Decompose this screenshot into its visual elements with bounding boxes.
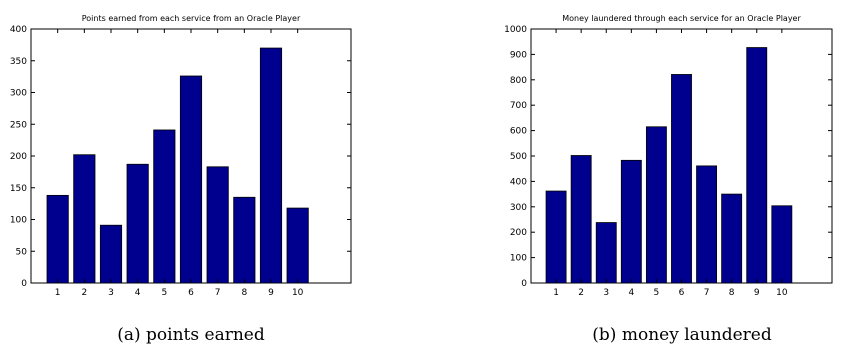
x-tick-label: 10 xyxy=(776,288,788,298)
chart-1: 0 50 100 150 200 250 300 350 400 1 2 3 4 5 6 7 8 9 10 Point… xyxy=(10,14,352,345)
bar-7 xyxy=(206,166,229,284)
y-tick-label: 500 xyxy=(510,152,527,162)
x-tick-label: 3 xyxy=(108,288,114,298)
y-tick-label: 0 xyxy=(521,279,527,289)
bar-8 xyxy=(721,193,743,284)
y-tick-label: 700 xyxy=(510,101,527,111)
x-tick-label: 4 xyxy=(628,288,634,298)
x-tick-label: 3 xyxy=(603,288,609,298)
x-tick-label: 9 xyxy=(268,288,274,298)
y-tick-label: 350 xyxy=(10,57,27,67)
y-tick-label: 100 xyxy=(10,216,27,226)
x-tick-label: 9 xyxy=(754,288,760,298)
bar-7 xyxy=(696,165,718,284)
x-tick-label: 8 xyxy=(729,288,735,298)
chart-title: Points earned from each service from an … xyxy=(82,14,301,23)
x-tick-label: 2 xyxy=(578,288,584,298)
bar-6 xyxy=(671,74,692,284)
bar-6 xyxy=(179,75,203,284)
x-tick-label: 4 xyxy=(135,288,141,298)
bar-5 xyxy=(153,129,176,284)
y-tick-label: 150 xyxy=(10,184,27,194)
x-tick-label: 6 xyxy=(679,288,685,298)
bar-10 xyxy=(771,205,793,284)
bar-2 xyxy=(73,154,96,284)
bar-9 xyxy=(746,47,768,284)
y-tick-label: 300 xyxy=(10,89,27,99)
y-tick-label: 900 xyxy=(510,50,527,60)
bar-4 xyxy=(126,163,149,284)
y-tick-label: 100 xyxy=(510,254,527,264)
bar-1 xyxy=(545,190,567,284)
y-tick-label: 300 xyxy=(510,203,527,213)
y-tick-label: 1000 xyxy=(504,25,527,35)
bar-2 xyxy=(570,155,592,284)
x-tick-label: 5 xyxy=(161,288,167,298)
bar-9 xyxy=(259,47,283,284)
y-tick-label: 200 xyxy=(10,152,27,162)
bar-3 xyxy=(99,224,123,284)
bar-10 xyxy=(286,207,309,284)
y-tick-label: 0 xyxy=(21,279,27,289)
x-tick-label: 7 xyxy=(215,288,221,298)
x-tick-label: 1 xyxy=(553,288,559,298)
x-tick-label: 7 xyxy=(704,288,710,298)
y-tick-label: 400 xyxy=(510,177,527,187)
y-tick-label: 200 xyxy=(510,228,527,238)
bar-5 xyxy=(645,126,667,284)
bar-3 xyxy=(595,222,617,284)
chart-title: Money laundered through each service for… xyxy=(562,14,801,23)
y-tick-label: 800 xyxy=(510,76,527,86)
y-tick-label: 50 xyxy=(16,247,28,257)
x-tick-label: 2 xyxy=(81,288,87,298)
y-tick-label: 250 xyxy=(10,120,27,130)
x-tick-label: 10 xyxy=(292,288,304,298)
x-tick-label: 1 xyxy=(55,288,61,298)
x-tick-label: 8 xyxy=(241,288,247,298)
chart-2: 0 100 200 300 400 500 600 700 800 900 1000 1 2 3 4 5 6 7 8… xyxy=(504,14,833,345)
x-tick-label: 5 xyxy=(654,288,660,298)
chart-caption: (a) points earned xyxy=(117,325,265,345)
chart-caption: (b) money laundered xyxy=(592,325,772,345)
x-tick-label: 6 xyxy=(188,288,194,298)
bar-1 xyxy=(46,194,69,284)
y-tick-label: 600 xyxy=(510,127,527,137)
bar-4 xyxy=(620,159,642,284)
y-tick-label: 400 xyxy=(10,25,27,35)
bar-8 xyxy=(233,196,256,284)
